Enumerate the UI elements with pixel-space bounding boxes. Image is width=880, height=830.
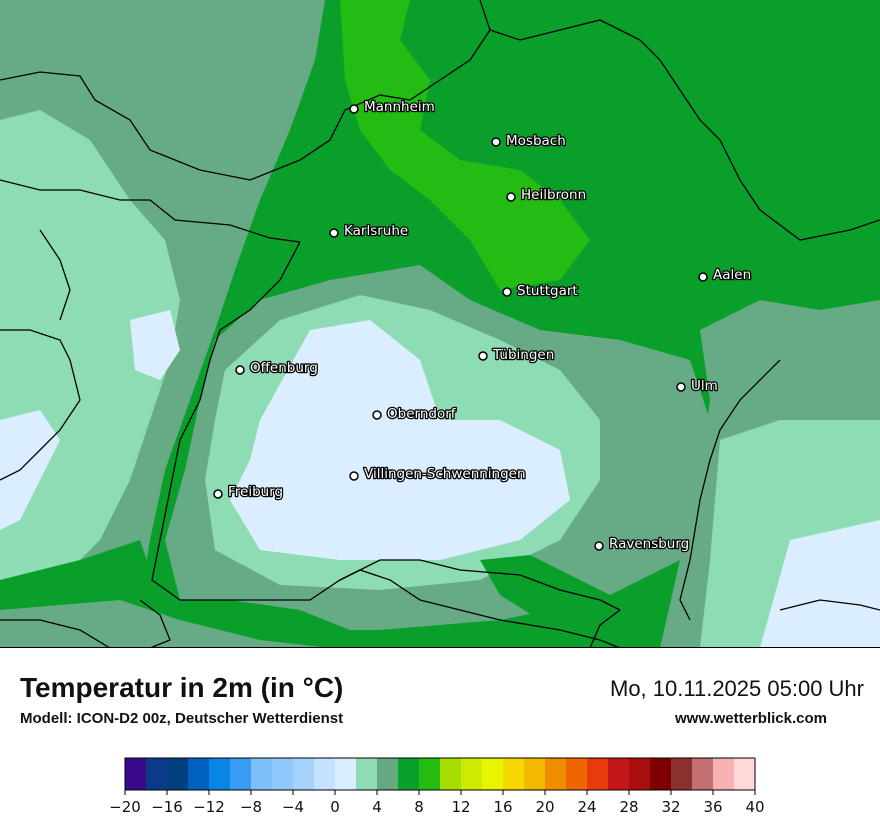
legend-swatch [251,758,273,790]
city-label: Heilbronn [521,187,586,203]
legend-swatch [146,758,168,790]
legend-swatch [650,758,672,790]
legend-tick-label: −12 [193,798,225,816]
city-villingen-schwenningen: Villingen-Schwenningen [349,465,527,483]
legend-tick-label: 16 [493,798,512,816]
legend-tick-label: 20 [535,798,554,816]
city-label: Ravensburg [609,536,689,552]
legend-swatch [419,758,441,790]
model-info: Modell: ICON-D2 00z, Deutscher Wetterdie… [20,710,344,727]
legend-tick-label: 28 [619,798,638,816]
city-mosbach: Mosbach [491,132,567,150]
city-ulm: Ulm [676,377,719,395]
legend-swatch [314,758,336,790]
city-label: Freiburg [228,484,283,500]
legend-swatches [125,758,756,790]
legend-swatch [272,758,294,790]
city-karlsruhe: Karlsruhe [329,222,410,240]
city-label: Mannheim [364,99,435,115]
legend-swatch [335,758,357,790]
city-offenburg: Offenburg [235,359,319,377]
legend-swatch [545,758,567,790]
legend-swatch [482,758,504,790]
legend-swatch [671,758,693,790]
legend-tick-label: 4 [372,798,382,816]
city-mannheim: Mannheim [349,98,436,116]
legend-tick-label: 8 [414,798,424,816]
city-label: Karlsruhe [344,223,408,239]
legend-tick-label: −4 [282,798,304,816]
temp-zone-north-light [340,0,590,290]
legend-tick-label: 36 [703,798,722,816]
legend-swatch [566,758,588,790]
temp-zone-central-pale [230,320,570,560]
temp-zone-west-pale [0,410,60,530]
legend-tick-label: 32 [661,798,680,816]
legend-swatch [230,758,252,790]
city-oberndorf: Oberndorf [372,405,458,423]
legend-swatch [440,758,462,790]
legend-tick-label: 0 [330,798,340,816]
legend-swatch [188,758,210,790]
city-label: Oberndorf [387,406,457,422]
legend-swatch [125,758,147,790]
legend-swatch [167,758,189,790]
legend-tick-label: 12 [451,798,470,816]
legend-swatch [524,758,546,790]
city-label: Villingen-Schwenningen [364,466,526,482]
city-label: Stuttgart [517,283,578,299]
legend-tick-label: −8 [240,798,262,816]
temp-zone-south-west2 [0,600,330,648]
legend-ticks: −20 −16 −12 −8 −4 0 4 8 12 16 20 24 28 32 36 40 [109,790,765,816]
legend-swatch [503,758,525,790]
temp-zone-lake [480,555,640,640]
city-markers: Mannheim Mosbach Heilbronn Karlsruhe Aal… [213,98,752,553]
city-label: Tübingen [492,347,554,363]
legend-tick-label: −16 [151,798,183,816]
legend-swatch [587,758,609,790]
legend-swatch [629,758,651,790]
legend-swatch [461,758,483,790]
city-tuebingen: Tübingen [478,346,556,364]
city-freiburg: Freiburg [213,483,284,501]
temp-zone-west-pale2 [130,310,180,380]
temperature-map: Mannheim Mosbach Heilbronn Karlsruhe Aal… [0,0,880,648]
temp-zone-east-pale [760,520,880,648]
legend-swatch [608,758,630,790]
city-label: Offenburg [250,360,318,376]
footer: Temperatur in 2m (in °C) Modell: ICON-D2… [0,648,880,830]
legend-tick-label: −20 [109,798,141,816]
city-label: Ulm [691,378,718,394]
color-legend: −20 −16 −12 −8 −4 0 4 8 12 16 20 24 28 32 36 40 [109,757,765,816]
legend-swatch [692,758,714,790]
legend-swatch [209,758,231,790]
city-stuttgart: Stuttgart [502,282,579,300]
forecast-datetime: Mo, 10.11.2025 05:00 Uhr [610,676,864,701]
city-ravensburg: Ravensburg [594,535,691,553]
legend-tick-label: 24 [577,798,596,816]
borders [0,0,880,648]
legend-swatch [398,758,420,790]
city-aalen: Aalen [698,266,752,284]
city-heilbronn: Heilbronn [506,186,587,204]
map-title: Temperatur in 2m (in °C) [20,672,344,703]
city-label: Mosbach [506,133,566,149]
legend-swatch [356,758,378,790]
legend-swatch [293,758,315,790]
website-link[interactable]: www.wetterblick.com [675,710,827,727]
legend-swatch [377,758,399,790]
city-label: Aalen [713,267,751,283]
legend-swatch [713,758,735,790]
legend-swatch [734,758,756,790]
legend-tick-label: 40 [745,798,764,816]
